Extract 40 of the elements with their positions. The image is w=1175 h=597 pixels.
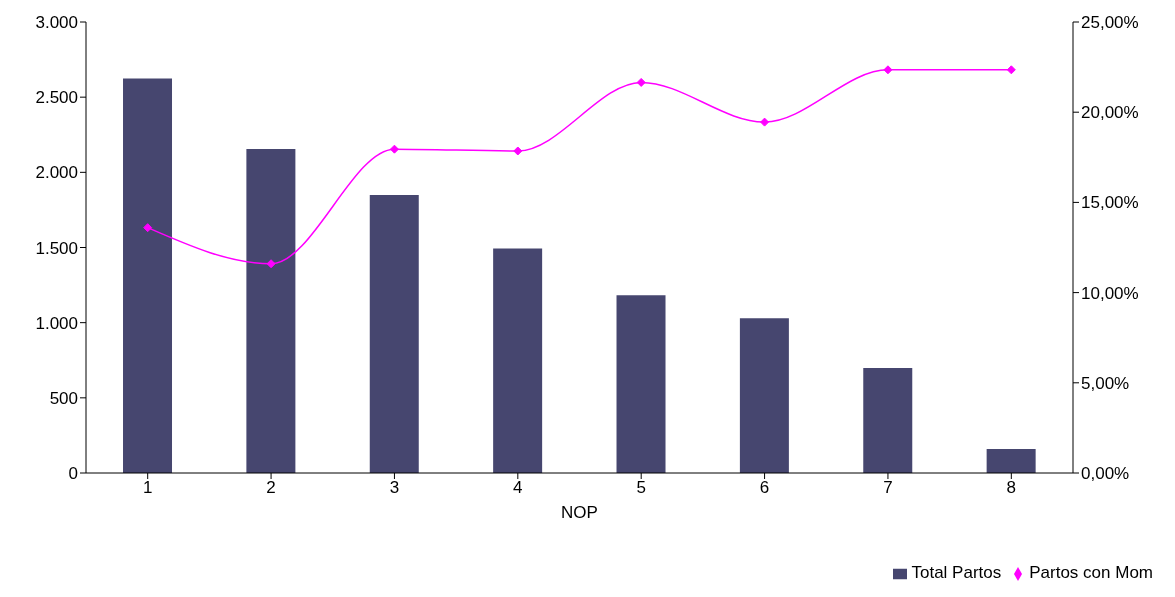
x-tick-label: 7 bbox=[883, 478, 893, 498]
x-tick-label: 8 bbox=[1006, 478, 1017, 498]
x-tick-label: 5 bbox=[636, 478, 646, 498]
y2-tick-label: 10,00% bbox=[1081, 283, 1139, 303]
y-tick-label: 0 bbox=[68, 464, 78, 484]
legend-label: Total Partos bbox=[911, 563, 1002, 582]
bar bbox=[616, 295, 666, 473]
point bbox=[883, 65, 893, 75]
y-tick-label: 500 bbox=[49, 388, 78, 408]
bar bbox=[369, 194, 419, 473]
y2-tick-label: 0,00% bbox=[1081, 464, 1130, 484]
bar bbox=[986, 449, 1036, 473]
point bbox=[636, 77, 646, 87]
y2-tick-label: 20,00% bbox=[1081, 103, 1139, 123]
point bbox=[389, 144, 399, 154]
x-axis-title: NOP bbox=[561, 503, 598, 522]
point bbox=[266, 259, 276, 269]
x-tick-label: 4 bbox=[513, 478, 523, 498]
bar bbox=[246, 149, 296, 473]
bar bbox=[493, 248, 543, 473]
y2-tick-label: 25,00% bbox=[1081, 13, 1139, 33]
y-tick-label: 2.000 bbox=[35, 163, 78, 183]
x-tick-label: 6 bbox=[759, 478, 770, 498]
y-tick-label: 1.500 bbox=[35, 238, 78, 258]
point bbox=[513, 146, 523, 156]
point bbox=[143, 223, 153, 233]
y-tick-label: 1.000 bbox=[35, 313, 78, 333]
y-tick-label: 2.500 bbox=[35, 88, 78, 108]
y2-tick-label: 15,00% bbox=[1081, 193, 1139, 213]
y2-tick-label: 5,00% bbox=[1081, 373, 1130, 393]
point bbox=[1006, 65, 1016, 75]
point bbox=[760, 117, 770, 127]
y-tick-label: 3.000 bbox=[35, 13, 78, 33]
x-tick-label: 3 bbox=[389, 478, 400, 498]
bar bbox=[123, 78, 173, 473]
bar bbox=[863, 367, 913, 473]
x-tick-label: 2 bbox=[266, 478, 276, 498]
legend-label: Partos con Mom bbox=[1029, 563, 1153, 582]
x-tick-label: 1 bbox=[142, 478, 153, 498]
bar bbox=[739, 318, 789, 473]
